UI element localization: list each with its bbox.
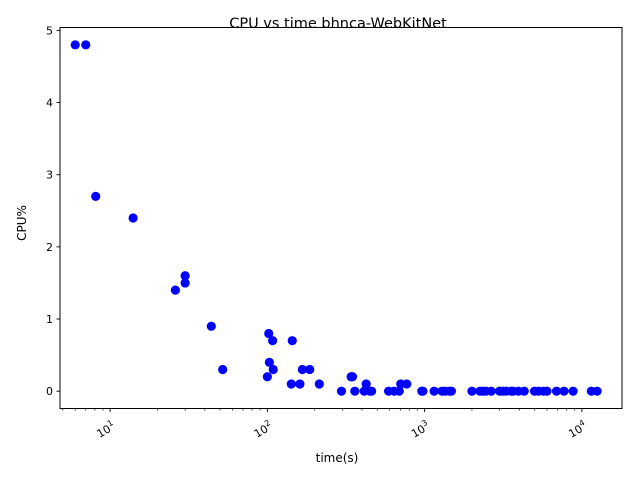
x-axis: 101 102 103 104: [62, 408, 589, 441]
y-tick-label: 5: [46, 24, 53, 37]
data-point: [314, 379, 324, 389]
data-point: [180, 271, 190, 281]
data-point: [347, 372, 358, 382]
data-point: [295, 379, 305, 389]
data-point: [394, 386, 404, 396]
x-tick-label: 102: [251, 418, 275, 441]
y-tick-label: 1: [46, 313, 53, 326]
data-point: [446, 386, 456, 396]
data-point: [467, 386, 477, 396]
data-point: [268, 336, 278, 346]
axes-frame: [59, 27, 623, 409]
data-point: [305, 364, 315, 375]
data-point: [128, 213, 138, 223]
data-point: [350, 386, 360, 396]
data-point: [180, 278, 190, 288]
data-point: [429, 386, 439, 396]
data-point: [402, 379, 412, 389]
data-point: [264, 357, 274, 367]
y-tick-label: 2: [46, 241, 53, 254]
y-tick-label: 3: [46, 169, 53, 182]
data-point: [592, 386, 602, 396]
data-point: [519, 386, 529, 396]
data-point: [218, 364, 228, 375]
data-point: [264, 328, 274, 339]
data-point: [206, 321, 216, 331]
x-tick-label: 104: [565, 418, 589, 441]
plot-area: [59, 27, 623, 409]
data-points: [70, 40, 602, 396]
data-point: [559, 386, 569, 396]
data-point: [287, 336, 297, 346]
data-point: [542, 386, 552, 396]
data-point: [366, 386, 377, 396]
x-tick-label: 101: [94, 418, 118, 441]
y-axis-title: CPU%: [15, 205, 29, 241]
data-point: [268, 364, 278, 375]
data-point: [361, 379, 371, 389]
data-point: [286, 379, 296, 389]
y-axis: 0 1 2 3 4 5: [46, 24, 60, 398]
data-point: [91, 191, 101, 201]
data-point: [418, 386, 428, 396]
data-point: [551, 386, 562, 396]
data-point: [70, 40, 80, 50]
data-point: [568, 386, 578, 396]
data-point: [486, 386, 496, 396]
y-tick-label: 0: [46, 385, 53, 398]
y-tick-label: 4: [46, 97, 53, 110]
data-point: [170, 285, 180, 295]
x-axis-title: time(s): [316, 451, 359, 465]
chart-title: CPU vs time bhnca-WebKitNet: [229, 16, 447, 32]
data-point: [336, 386, 347, 396]
x-tick-label: 103: [408, 418, 432, 441]
data-point: [297, 364, 307, 375]
data-point: [262, 372, 272, 382]
data-point: [81, 40, 91, 50]
